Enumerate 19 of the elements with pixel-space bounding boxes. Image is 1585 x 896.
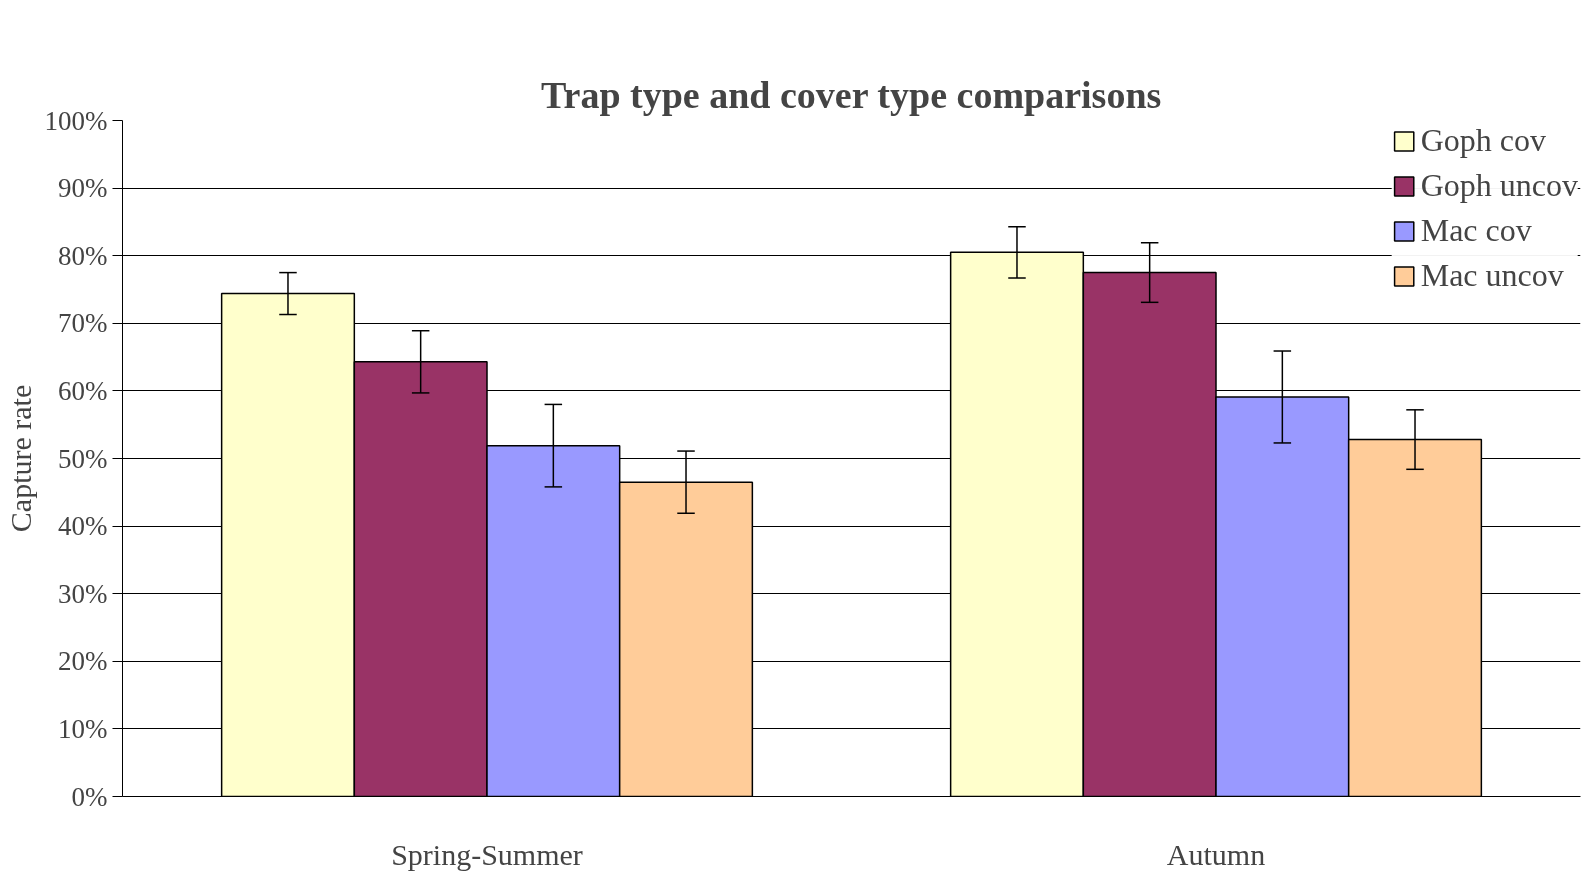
y-tick-label: 80% — [58, 240, 108, 271]
y-tick-label: 10% — [58, 713, 108, 744]
y-tick-label: 70% — [58, 308, 108, 339]
y-tick-label: 20% — [58, 646, 108, 677]
y-tick-label: 0% — [71, 781, 108, 812]
x-tick-label: Autumn — [1166, 837, 1266, 871]
chart-title: Trap type and cover type comparisons — [541, 73, 1162, 116]
y-tick-label: 30% — [58, 578, 108, 609]
y-axis-title: Capture rate — [3, 384, 37, 533]
y-tick-label: 90% — [58, 173, 108, 204]
legend-label: Mac uncov — [1420, 257, 1564, 294]
y-tick-label: 60% — [58, 375, 108, 406]
legend-label: Goph uncov — [1420, 167, 1578, 204]
y-tick-label: 50% — [58, 443, 108, 474]
y-tick-label: 100% — [44, 105, 108, 136]
legend-label: Goph cov — [1420, 122, 1546, 159]
x-tick-label: Spring-Summer — [391, 837, 583, 871]
legend-label: Mac cov — [1420, 212, 1532, 249]
y-tick-label: 40% — [58, 511, 108, 542]
